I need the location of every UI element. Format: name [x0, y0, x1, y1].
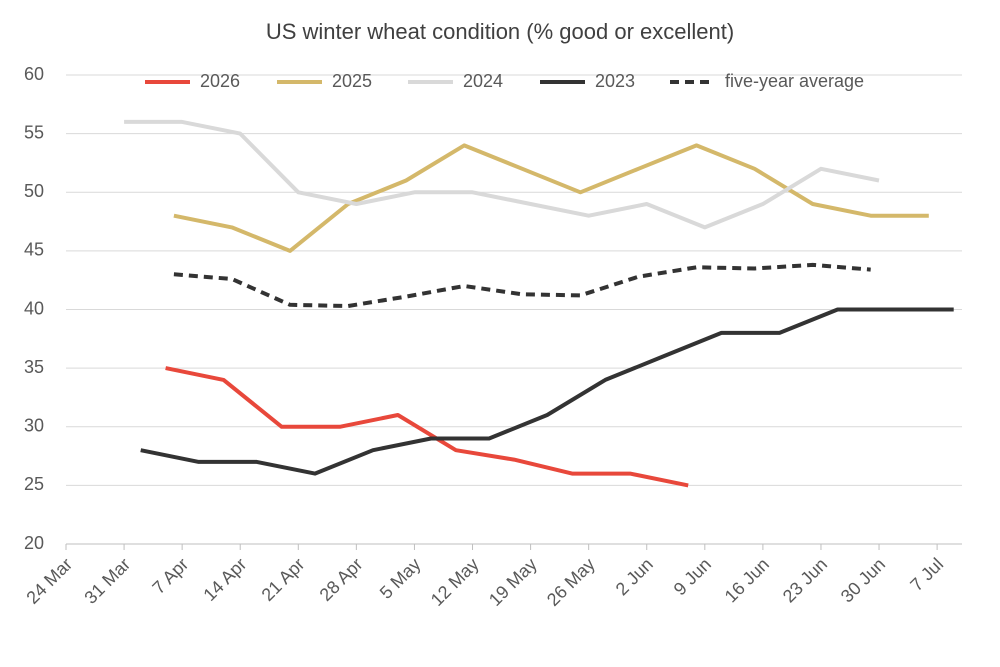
y-tick-label: 50	[24, 181, 44, 201]
x-tick-label: 31 Mar	[80, 554, 134, 608]
series-line	[124, 119, 880, 230]
chart-title: US winter wheat condition (% good or exc…	[266, 19, 734, 44]
x-tick-label: 7 Apr	[148, 554, 192, 598]
series-line	[140, 307, 954, 476]
x-tick-label: 24 Mar	[22, 554, 76, 608]
legend-label: 2024	[463, 71, 503, 91]
y-tick-label: 25	[24, 474, 44, 494]
x-tick-label: 2 Jun	[612, 554, 657, 599]
y-tick-label: 60	[24, 64, 44, 84]
x-tick-label: 21 Apr	[258, 554, 309, 605]
x-tick-label: 28 Apr	[316, 554, 367, 605]
x-tick-label: 12 May	[427, 554, 483, 610]
y-tick-label: 35	[24, 357, 44, 377]
series-line	[173, 143, 929, 253]
x-tick-label: 19 May	[485, 554, 541, 610]
series-line	[165, 366, 689, 488]
y-tick-label: 30	[24, 416, 44, 436]
x-tick-label: 7 Jul	[906, 554, 947, 595]
legend-label: 2026	[200, 71, 240, 91]
y-tick-label: 40	[24, 298, 44, 318]
legend-label: 2023	[595, 71, 635, 91]
x-tick-label: 26 May	[543, 554, 599, 610]
x-tick-label: 5 May	[376, 554, 425, 603]
x-tick-label: 14 Apr	[199, 554, 250, 605]
x-tick-label: 9 Jun	[670, 554, 715, 599]
x-tick-label: 23 Jun	[779, 554, 831, 606]
legend-label: 2025	[332, 71, 372, 91]
y-tick-label: 20	[24, 533, 44, 553]
series-line	[173, 262, 871, 308]
x-tick-label: 30 Jun	[837, 554, 889, 606]
legend-label: five-year average	[725, 71, 864, 91]
y-tick-label: 55	[24, 122, 44, 142]
y-tick-label: 45	[24, 240, 44, 260]
x-tick-label: 16 Jun	[721, 554, 773, 606]
